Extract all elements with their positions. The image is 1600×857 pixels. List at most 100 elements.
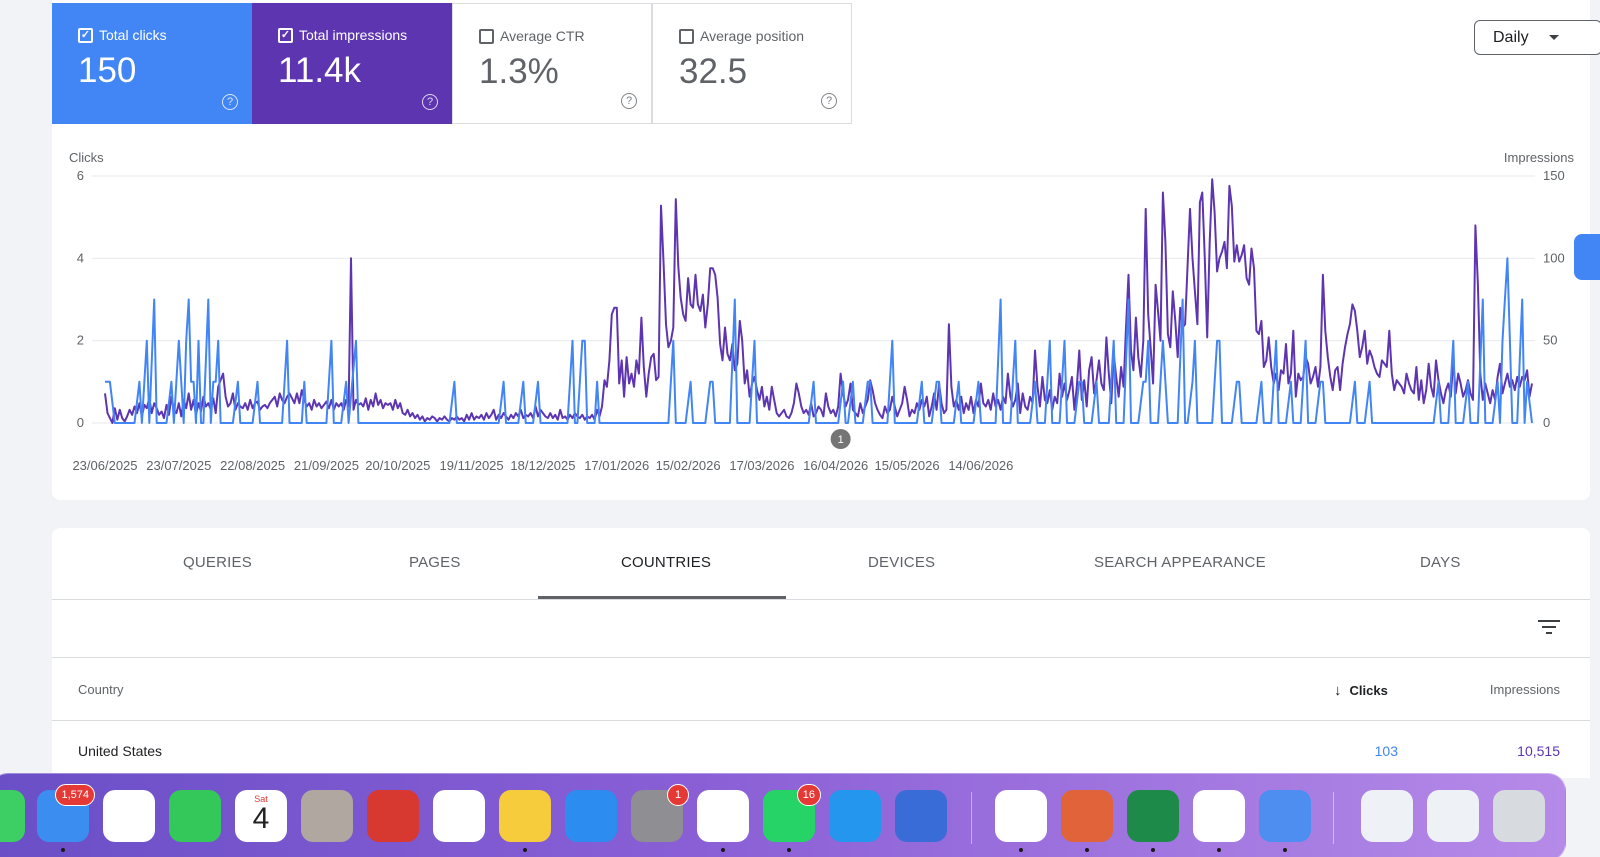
help-icon[interactable]: ? [821, 93, 837, 109]
column-header-clicks[interactable]: ↓ Clicks [1334, 682, 1388, 699]
reminders-icon[interactable] [433, 790, 485, 842]
sort-down-arrow-icon: ↓ [1334, 682, 1342, 699]
x-ticks: 23/06/2025 23/07/2025 22/08/2025 21/09/2025… [72, 458, 1013, 473]
mail-icon[interactable]: 1,574 [37, 784, 95, 842]
metric-total-impressions[interactable]: ✓ Total impressions 11.4k ? [252, 3, 452, 124]
dimension-tabs: QUERIES PAGES COUNTRIES DEVICES SEARCH A… [52, 528, 1590, 600]
table-row[interactable]: United States 103 10,515 [52, 721, 1590, 776]
y-tick-right: 150 [1543, 168, 1565, 183]
x-tick: 20/10/2025 [365, 458, 430, 473]
x-tick: 17/01/2026 [584, 458, 649, 473]
column-header-country[interactable]: Country [78, 682, 124, 697]
series-line-clicks [105, 257, 1533, 424]
x-tick: 14/06/2026 [948, 458, 1013, 473]
notes-icon[interactable] [499, 790, 551, 842]
metric-value: 32.5 [679, 52, 748, 91]
running-indicator [721, 848, 725, 852]
column-header-impressions[interactable]: Impressions [1489, 682, 1560, 697]
notification-badge: 16 [796, 784, 821, 806]
quicktime-icon[interactable] [1193, 790, 1245, 842]
docker-icon[interactable] [829, 790, 881, 842]
tab-countries[interactable]: COUNTRIES [621, 554, 712, 571]
x-tick: 19/11/2025 [440, 458, 504, 473]
y-tick-left: 0 [77, 415, 84, 430]
chrome-icon[interactable] [995, 790, 1047, 842]
dock-separator [1333, 792, 1334, 844]
claude-icon[interactable] [1061, 790, 1113, 842]
filter-icon[interactable] [1538, 618, 1560, 636]
metric-label: Average CTR [500, 28, 585, 44]
period-select[interactable]: Daily [1474, 20, 1600, 55]
finder-icon[interactable] [0, 790, 25, 842]
x-tick: 22/08/2025 [220, 458, 285, 473]
annotation-marker[interactable] [830, 429, 851, 449]
contacts-icon[interactable] [301, 790, 353, 842]
series-line-impressions [104, 178, 1533, 424]
system-settings-icon[interactable]: 1 [631, 784, 689, 842]
table-header: Country ↓ Clicks Impressions [52, 658, 1590, 721]
metric-average-ctr[interactable]: Average CTR 1.3% ? [452, 3, 652, 124]
y-ticks-left: 0 2 4 6 [77, 168, 84, 430]
y-tick-right: 100 [1543, 250, 1565, 265]
x-tick: 23/06/2025 [72, 458, 137, 473]
cell-impressions: 10,515 [1517, 743, 1560, 759]
y-tick-left: 6 [77, 168, 84, 183]
chart-annotation[interactable]: 1 [830, 429, 851, 449]
trash-icon[interactable] [1493, 790, 1545, 842]
running-indicator [1217, 848, 1221, 852]
x-tick: 17/03/2026 [729, 458, 794, 473]
excel-icon[interactable] [1127, 790, 1179, 842]
cell-country: United States [78, 743, 163, 759]
app-store-icon[interactable] [565, 790, 617, 842]
tab-days[interactable]: DAYS [1420, 554, 1461, 571]
metric-value: 150 [78, 51, 137, 90]
period-select-value: Daily [1493, 28, 1529, 46]
y-tick-right: 50 [1543, 333, 1557, 348]
window-thumbnail-youtube-icon[interactable] [1427, 790, 1479, 842]
chart-lines [104, 178, 1533, 424]
notification-badge: 1 [667, 784, 689, 806]
x-tick: 18/12/2025 [510, 458, 575, 473]
help-icon[interactable]: ? [222, 94, 238, 110]
dock: 1,574 Sat 4 1 16 [0, 773, 1566, 857]
help-icon[interactable]: ? [621, 93, 637, 109]
running-indicator [1019, 848, 1023, 852]
window-thumbnail-excel-icon[interactable] [1361, 790, 1413, 842]
y-axis-left-label: Clicks [69, 150, 104, 165]
column-header-clicks-label: Clicks [1349, 683, 1388, 698]
x-tick: 15/02/2026 [656, 458, 721, 473]
metric-label: Total clicks [99, 27, 167, 43]
tab-search-appearance[interactable]: SEARCH APPEARANCE [1094, 554, 1266, 571]
checkbox-unchecked-icon[interactable] [479, 28, 494, 44]
preview-icon[interactable] [1259, 790, 1311, 842]
tab-queries[interactable]: QUERIES [183, 554, 252, 571]
photo-booth-icon[interactable] [367, 790, 419, 842]
metric-total-clicks[interactable]: ✓ Total clicks 150 ? [52, 3, 252, 124]
metric-average-position[interactable]: Average position 32.5 ? [652, 3, 852, 124]
running-indicator [523, 848, 527, 852]
photos-icon[interactable] [103, 790, 155, 842]
active-tab-indicator [538, 596, 786, 599]
notification-badge: 1,574 [55, 784, 95, 806]
simulator-icon[interactable] [895, 790, 947, 842]
side-panel-tab[interactable] [1574, 234, 1600, 280]
checkbox-checked-icon[interactable]: ✓ [278, 27, 293, 43]
tab-pages[interactable]: PAGES [409, 554, 461, 571]
running-indicator [61, 848, 65, 852]
checkbox-checked-icon[interactable]: ✓ [78, 27, 93, 43]
help-icon[interactable]: ? [422, 94, 438, 110]
checkbox-unchecked-icon[interactable] [679, 28, 694, 44]
running-indicator [1283, 848, 1287, 852]
table-card: QUERIES PAGES COUNTRIES DEVICES SEARCH A… [52, 528, 1590, 778]
running-indicator [1085, 848, 1089, 852]
whatsapp-icon[interactable]: 16 [763, 784, 821, 842]
facetime-icon[interactable] [169, 790, 221, 842]
cell-clicks: 103 [1374, 743, 1398, 759]
y-ticks-right: 0 50 100 150 [1543, 168, 1565, 430]
calendar-date-label: 4 [252, 802, 270, 835]
y-tick-left: 4 [77, 250, 84, 265]
calendar-icon[interactable]: Sat 4 [235, 790, 287, 842]
metric-label: Average position [700, 28, 805, 44]
youtube-icon[interactable] [697, 790, 749, 842]
tab-devices[interactable]: DEVICES [868, 554, 936, 571]
